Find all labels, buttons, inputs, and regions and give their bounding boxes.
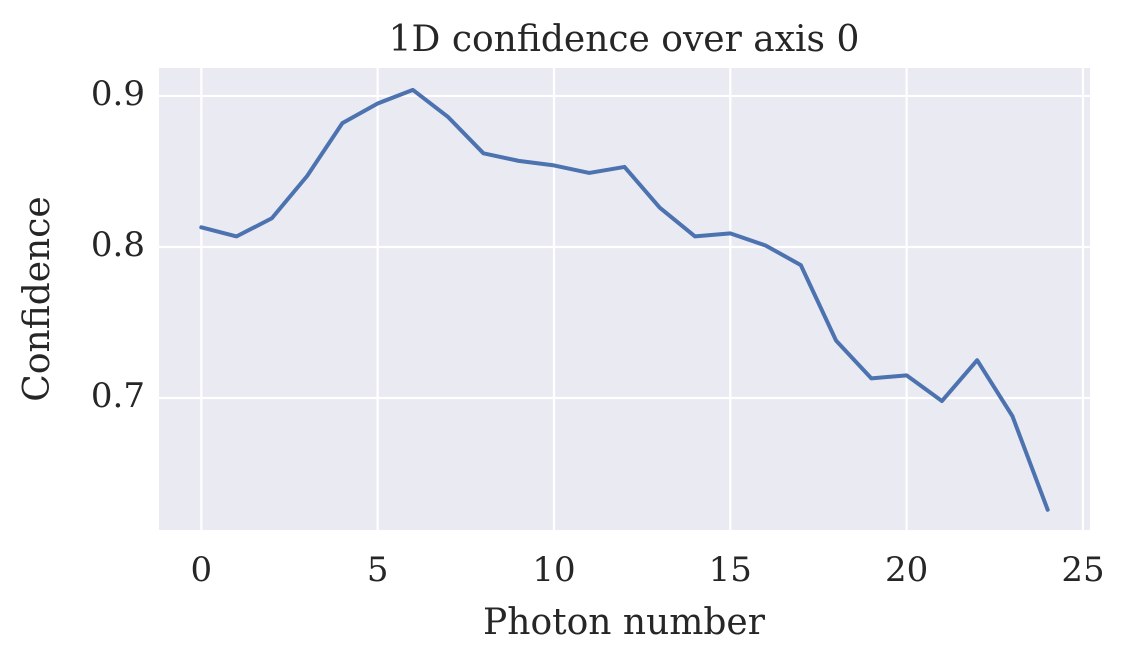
y-tick-label: 0.7 [91,376,145,416]
x-axis-label: Photon number [483,602,766,643]
x-tick-label: 5 [367,550,389,590]
x-tick-label: 0 [190,550,212,590]
x-tick-label: 25 [1061,550,1104,590]
y-tick-label: 0.9 [91,74,145,114]
chart-title: 1D confidence over axis 0 [389,19,860,60]
x-tick-label: 20 [885,550,928,590]
plot-area [159,68,1090,530]
y-tick-label: 0.8 [91,225,145,265]
x-tick-label: 15 [709,550,752,590]
y-axis-label: Confidence [17,196,58,401]
x-tick-label: 10 [532,550,575,590]
line [199,87,1050,512]
